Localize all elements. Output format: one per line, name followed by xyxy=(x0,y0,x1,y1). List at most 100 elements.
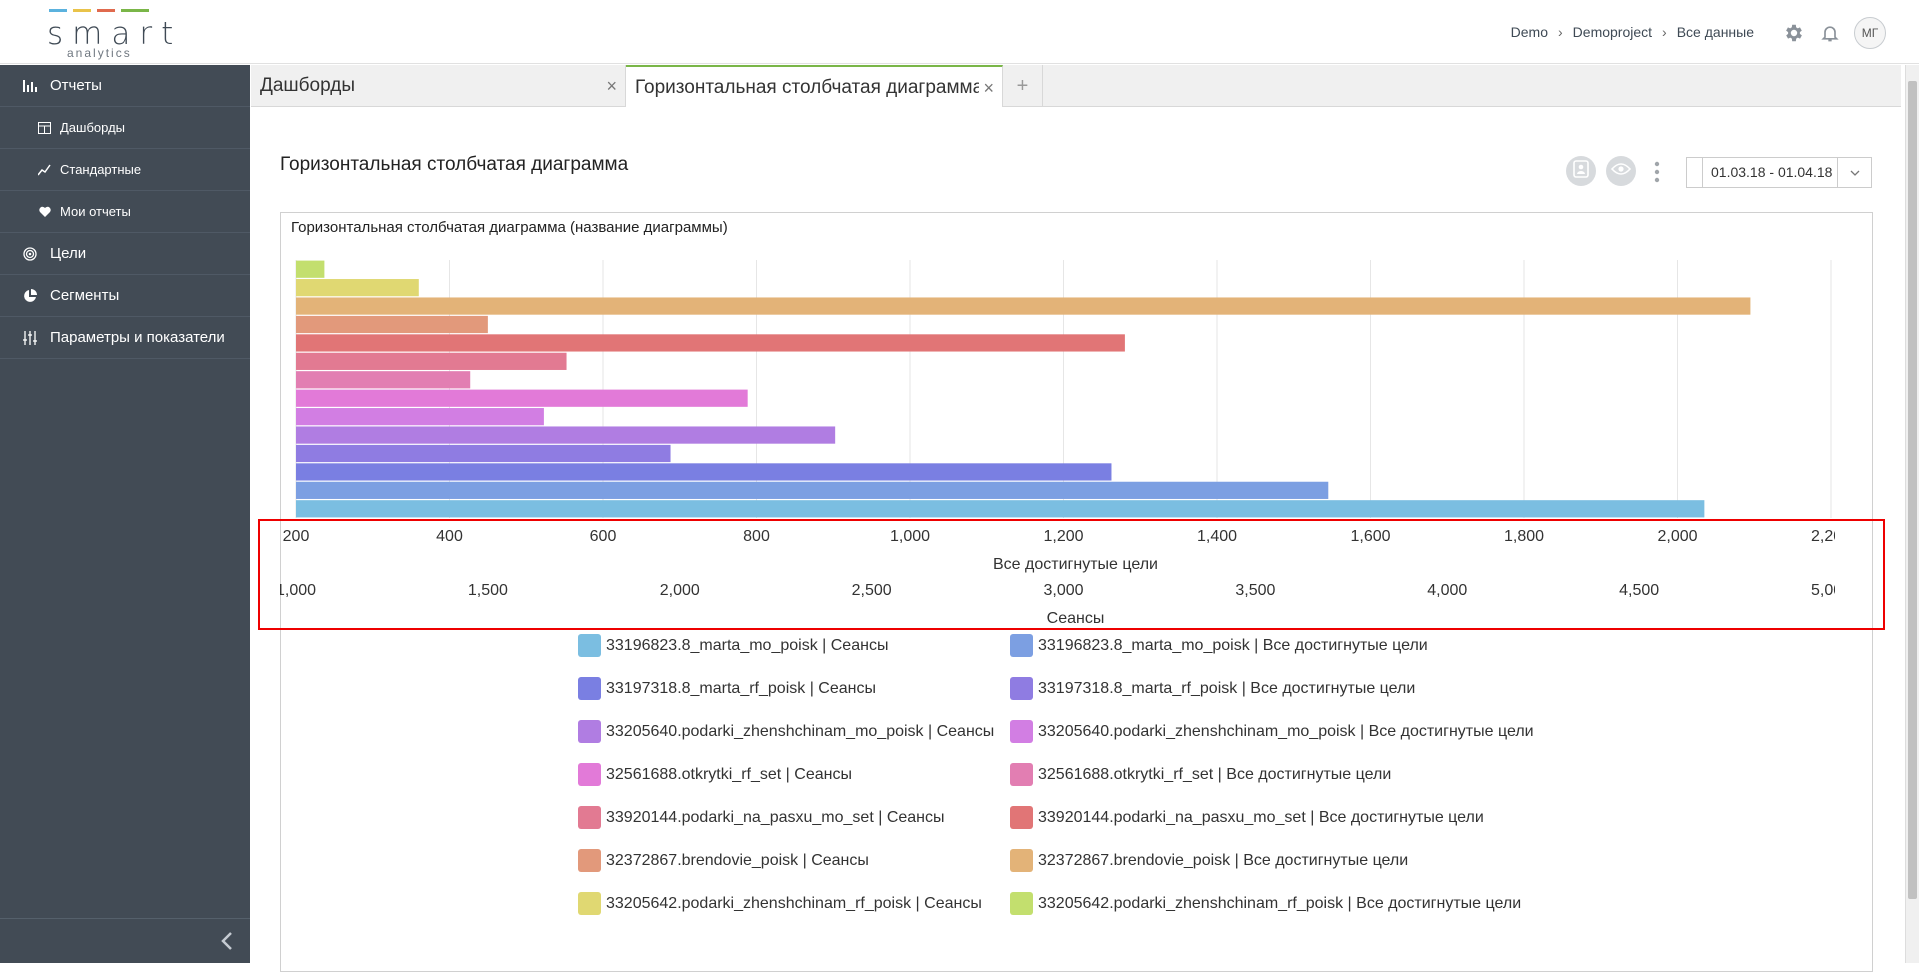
scrollbar-thumb[interactable] xyxy=(1908,81,1917,899)
legend-item[interactable]: 33197318.8_marta_rf_poisk | Сеансы xyxy=(578,677,876,700)
line-chart-icon xyxy=(38,162,51,178)
x2-tick-label: 4,000 xyxy=(1427,582,1467,599)
legend-item[interactable]: 33205640.podarki_zhenshchinam_mo_poisk |… xyxy=(1010,720,1534,743)
x-tick-label: 2,200 xyxy=(1811,528,1851,545)
legend-item[interactable]: 33205640.podarki_zhenshchinam_mo_poisk |… xyxy=(578,720,994,743)
gear-icon[interactable] xyxy=(1782,21,1806,45)
date-range-value: 01.03.18 - 01.04.18 xyxy=(1711,164,1833,180)
x2-tick-label: 3,000 xyxy=(1043,582,1083,599)
logo[interactable]: smart analytics xyxy=(47,4,173,60)
tab-dashboards[interactable]: Дашборды × xyxy=(251,65,626,107)
chart-bar xyxy=(296,279,419,297)
tab-horizontal-bar-chart[interactable]: Горизонтальная столбчатая диаграмма × xyxy=(626,65,1003,107)
sidebar: Отчеты Дашборды Стандартные Мои отчеты Ц… xyxy=(0,65,250,963)
avatar[interactable]: МГ xyxy=(1854,17,1886,49)
legend-swatch xyxy=(578,892,601,915)
logo-tagline: analytics xyxy=(67,46,132,60)
sidebar-item-goals[interactable]: Цели xyxy=(0,233,250,275)
legend-item[interactable]: 33196823.8_marta_mo_poisk | Все достигну… xyxy=(1010,634,1428,657)
chart-bar xyxy=(296,297,1751,315)
chart-bar xyxy=(296,500,1705,518)
chart-bar xyxy=(296,408,544,426)
chart-bar xyxy=(296,463,1112,481)
header-actions: МГ xyxy=(1782,17,1886,49)
sidebar-item-label: Параметры и показатели xyxy=(50,329,225,346)
chart-bar xyxy=(296,444,671,463)
x-tick-label: 200 xyxy=(283,528,310,545)
legend-item[interactable]: 33920144.podarki_na_pasxu_mo_set | Все д… xyxy=(1010,806,1484,829)
legend-label: 33197318.8_marta_rf_poisk | Все достигну… xyxy=(1038,679,1416,697)
legend-label: 33205640.podarki_zhenshchinam_mo_poisk |… xyxy=(1038,722,1534,740)
sidebar-item-standard[interactable]: Стандартные xyxy=(0,149,250,191)
legend-item[interactable]: 33205642.podarki_zhenshchinam_rf_poisk |… xyxy=(1010,892,1521,915)
legend-swatch xyxy=(1010,677,1033,700)
tab-bar: Дашборды × Горизонтальная столбчатая диа… xyxy=(251,65,1901,107)
x2-tick-label: 4,500 xyxy=(1619,582,1659,599)
chevron-down-icon[interactable] xyxy=(1837,158,1871,187)
sidebar-item-dashboards[interactable]: Дашборды xyxy=(0,107,250,149)
target-icon xyxy=(22,246,38,262)
heart-icon xyxy=(38,204,51,220)
legend-swatch xyxy=(1010,634,1033,657)
x-axis-label: Все достигнутые цели xyxy=(993,556,1158,573)
legend-label: 33205640.podarki_zhenshchinam_mo_poisk |… xyxy=(606,722,995,740)
legend-item[interactable]: 33197318.8_marta_rf_poisk | Все достигну… xyxy=(1010,677,1415,700)
sidebar-item-label: Мои отчеты xyxy=(60,204,131,219)
legend-item[interactable]: 32561688.otkrytki_rf_set | Все достигнут… xyxy=(1010,763,1391,786)
date-range-picker[interactable]: 01.03.18 - 01.04.18 xyxy=(1686,157,1872,188)
legend-swatch xyxy=(578,677,601,700)
x-tick-label: 1,400 xyxy=(1197,528,1237,545)
legend-item[interactable]: 32372867.brendovie_poisk | Все достигнут… xyxy=(1010,849,1408,872)
sidebar-item-segments[interactable]: Сегменты xyxy=(0,275,250,317)
chart-bar xyxy=(296,389,748,407)
chart-title: Горизонтальная столбчатая диаграмма (наз… xyxy=(291,219,728,236)
x2-tick-label: 1,500 xyxy=(468,582,508,599)
sidebar-item-my-reports[interactable]: Мои отчеты xyxy=(0,191,250,233)
legend-item[interactable]: 32561688.otkrytki_rf_set | Сеансы xyxy=(578,763,852,786)
legend-label: 33920144.podarki_na_pasxu_mo_set | Сеанс… xyxy=(606,808,945,826)
legend-item[interactable]: 32372867.brendovie_poisk | Сеансы xyxy=(578,849,869,872)
x-tick-label: 1,600 xyxy=(1350,528,1390,545)
x-tick-label: 2,000 xyxy=(1657,528,1697,545)
sidebar-item-params[interactable]: Параметры и показатели xyxy=(0,317,250,359)
logo-name: smart xyxy=(47,16,183,52)
x2-tick-label: 2,000 xyxy=(660,582,700,599)
legend-label: 32372867.brendovie_poisk | Сеансы xyxy=(606,851,869,869)
x-tick-label: 600 xyxy=(590,528,617,545)
legend-label: 33196823.8_marta_mo_poisk | Все достигну… xyxy=(1038,636,1428,654)
more-options-icon[interactable] xyxy=(1652,160,1662,184)
sidebar-item-label: Отчеты xyxy=(50,77,102,94)
legend-item[interactable]: 33205642.podarki_zhenshchinam_rf_poisk |… xyxy=(578,892,982,915)
legend-label: 33920144.podarki_na_pasxu_mo_set | Все д… xyxy=(1038,808,1484,826)
x2-tick-label: 5,000 xyxy=(1811,582,1851,599)
sliders-icon xyxy=(22,330,38,346)
chart-bar xyxy=(296,371,471,389)
legend-item[interactable]: 33196823.8_marta_mo_poisk | Сеансы xyxy=(578,634,888,657)
breadcrumb-item[interactable]: Demoproject xyxy=(1572,24,1653,40)
sidebar-item-reports[interactable]: Отчеты xyxy=(0,65,250,107)
breadcrumb-item[interactable]: Demo xyxy=(1510,24,1548,40)
page-scrollbar[interactable] xyxy=(1905,65,1919,963)
close-icon[interactable]: × xyxy=(606,76,617,96)
legend-item[interactable]: 33920144.podarki_na_pasxu_mo_set | Сеанс… xyxy=(578,806,945,829)
close-icon[interactable]: × xyxy=(979,67,994,107)
logo-stripe-green xyxy=(121,9,149,12)
legend-label: 33205642.podarki_zhenshchinam_rf_poisk |… xyxy=(606,894,982,912)
x-tick-label: 1,000 xyxy=(890,528,930,545)
tab-label: Дашборды xyxy=(260,75,355,96)
breadcrumb-item[interactable]: Все данные xyxy=(1676,24,1754,40)
add-tab-button[interactable]: + xyxy=(1003,65,1043,107)
chart-bar xyxy=(296,352,567,370)
sidebar-item-label: Сегменты xyxy=(50,287,120,304)
breadcrumb: Demo › Demoproject › Все данные xyxy=(1511,24,1754,40)
chart-bar xyxy=(296,260,325,278)
chart-bar xyxy=(296,315,488,334)
portrait-icon xyxy=(1573,159,1589,183)
preview-button[interactable] xyxy=(1606,156,1636,186)
bar-chart-icon xyxy=(22,78,38,94)
export-button[interactable] xyxy=(1566,156,1596,186)
sidebar-collapse-button[interactable] xyxy=(0,918,250,963)
legend-label: 33197318.8_marta_rf_poisk | Сеансы xyxy=(606,679,876,697)
bell-icon[interactable] xyxy=(1818,21,1842,45)
axes-highlight-box xyxy=(258,519,1885,630)
